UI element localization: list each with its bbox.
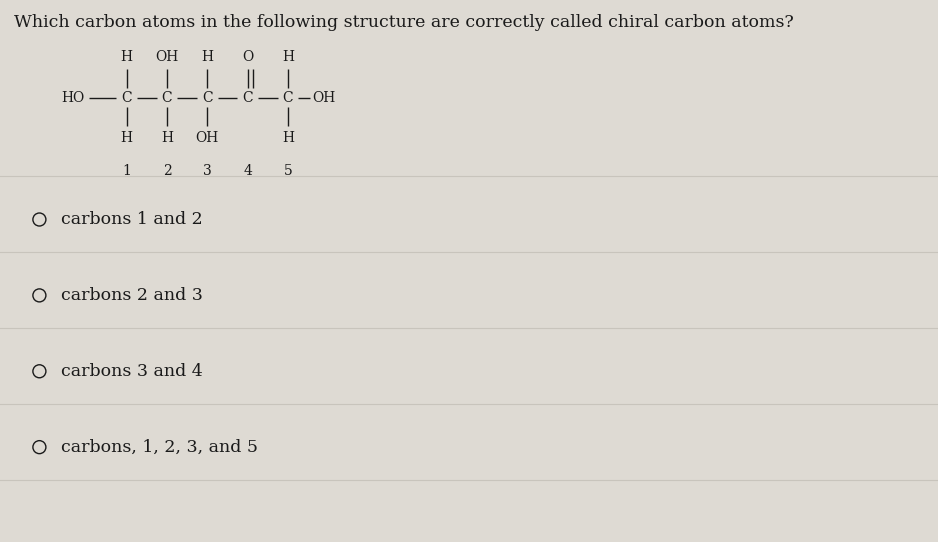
Text: C: C	[282, 91, 294, 105]
Text: H: H	[121, 131, 132, 145]
Text: H: H	[161, 131, 173, 145]
Text: OH: OH	[156, 50, 178, 64]
Text: O: O	[242, 50, 253, 64]
Text: OH: OH	[312, 91, 335, 105]
Text: 3: 3	[203, 164, 212, 178]
Text: Which carbon atoms in the following structure are correctly called chiral carbon: Which carbon atoms in the following stru…	[14, 14, 794, 30]
Text: carbons 1 and 2: carbons 1 and 2	[61, 211, 203, 228]
Text: C: C	[161, 91, 173, 105]
Text: 1: 1	[122, 164, 131, 178]
Text: C: C	[242, 91, 253, 105]
Text: H: H	[282, 50, 294, 64]
Text: carbons, 1, 2, 3, and 5: carbons, 1, 2, 3, and 5	[61, 438, 258, 456]
Text: carbons 3 and 4: carbons 3 and 4	[61, 363, 203, 380]
Text: C: C	[202, 91, 213, 105]
Text: 5: 5	[283, 164, 293, 178]
Text: 4: 4	[243, 164, 252, 178]
Text: H: H	[202, 50, 213, 64]
Text: C: C	[121, 91, 132, 105]
Text: HO: HO	[62, 91, 84, 105]
Text: 2: 2	[162, 164, 172, 178]
Text: carbons 2 and 3: carbons 2 and 3	[61, 287, 203, 304]
Text: H: H	[121, 50, 132, 64]
Text: OH: OH	[196, 131, 219, 145]
Text: H: H	[282, 131, 294, 145]
